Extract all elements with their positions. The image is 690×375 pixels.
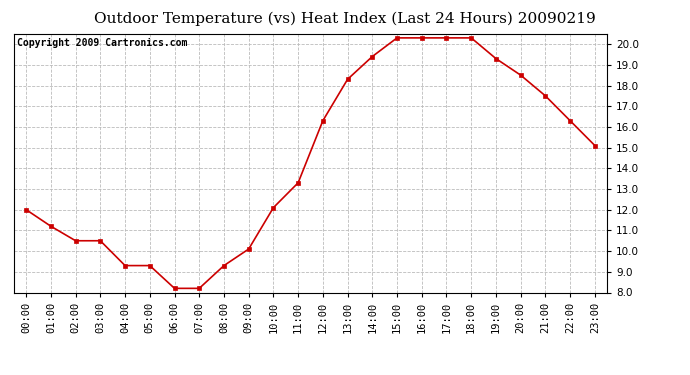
Text: Copyright 2009 Cartronics.com: Copyright 2009 Cartronics.com: [17, 38, 187, 48]
Text: Outdoor Temperature (vs) Heat Index (Last 24 Hours) 20090219: Outdoor Temperature (vs) Heat Index (Las…: [94, 11, 596, 26]
